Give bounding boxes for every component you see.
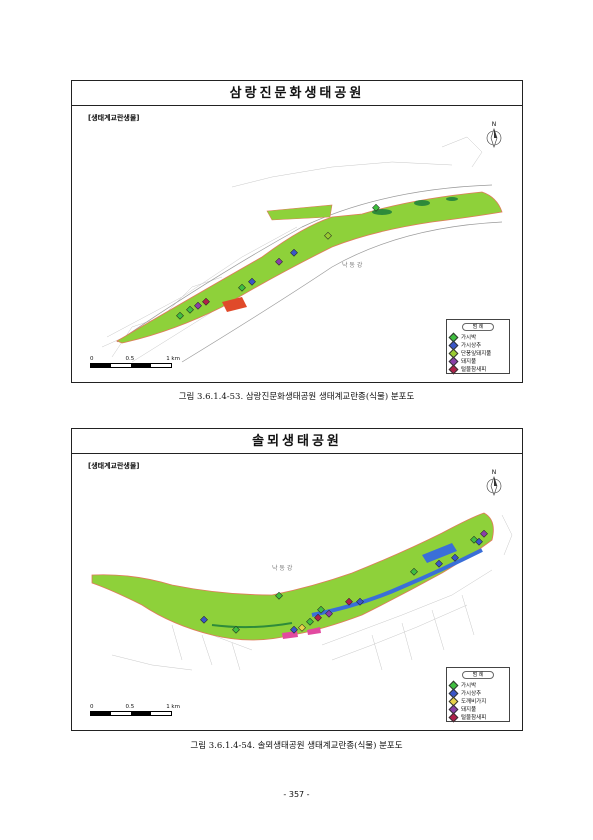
map-subtitle: [생태계교란생물] (88, 114, 140, 122)
map-legend: 범 례 가시박 가시상추 도깨비가지 돼지풀 털물참새피 (446, 667, 510, 722)
marker-area-pink (307, 627, 321, 635)
park-map: 낙 동 강 (101, 136, 503, 363)
species-markers (200, 529, 488, 634)
park-area (116, 191, 503, 344)
legend-item: 단풍잎돼지풀 (447, 348, 509, 358)
scale-label: 0 (90, 704, 94, 710)
water-body (422, 543, 457, 563)
river-bank-north (116, 184, 493, 343)
scale-bar: 0 0.5 1 km (90, 704, 180, 720)
park-area (91, 512, 494, 641)
legend-item: 가시박 (447, 680, 509, 690)
map-title: 솔뫼생태공원 (72, 431, 522, 454)
park-area-upper (266, 204, 333, 221)
legend-item: 가시박 (447, 332, 509, 342)
wetland-strip (211, 622, 293, 629)
map-figure-solmoe: 솔뫼생태공원 [생태계교란생물] 낙 동 강 (71, 428, 523, 731)
figure-caption: 그림 3.6.1.4-54. 솔뫼생태공원 생태계교란종(식물) 분포도 (190, 741, 403, 751)
scale-label: 1 km (166, 356, 180, 362)
marker-area-red (222, 297, 247, 312)
river-label: 낙 동 강 (272, 564, 293, 572)
legend-swatch (448, 364, 459, 374)
legend-item: 가시상추 (447, 340, 509, 350)
figure-caption: 그림 3.6.1.4-53. 삼랑진문화생태공원 생태계교란종(식물) 분포도 (178, 392, 415, 402)
river-label: 낙 동 강 (342, 261, 363, 269)
water-channel (311, 548, 483, 617)
compass-icon (486, 476, 502, 496)
north-label: N (491, 121, 497, 128)
urban-background (91, 514, 513, 671)
legend-item: 돼지풀 (447, 356, 509, 366)
scale-bar: 0 0.5 1 km (90, 356, 180, 372)
compass-icon (486, 128, 502, 148)
north-label: N (491, 469, 497, 476)
north-arrow: N (484, 469, 504, 499)
legend-item: 가시상추 (447, 688, 509, 698)
map-subtitle: [생태계교란생물] (88, 462, 140, 470)
legend-title: 범 례 (462, 323, 494, 331)
species-markers (176, 203, 380, 320)
river-bank-south (181, 221, 503, 363)
legend-item: 도깨비가지 (447, 696, 509, 706)
park-map: 낙 동 강 (91, 512, 513, 671)
map-title: 삼랑진문화생태공원 (72, 83, 522, 106)
legend-title: 범 례 (462, 671, 494, 679)
page-number: - 357 - (283, 790, 310, 799)
scale-label: 0.5 (125, 704, 135, 710)
map-figure-samnangjin: 삼랑진문화생태공원 [생태계교란생물] 낙 동 강 (71, 80, 523, 383)
scale-label: 0 (90, 356, 94, 362)
legend-swatch (448, 712, 459, 722)
north-arrow: N (484, 121, 504, 151)
legend-item: 돼지풀 (447, 704, 509, 714)
map-legend: 범 례 가시박 가시상추 단풍잎돼지풀 돼지풀 털물참새피 (446, 319, 510, 374)
scale-label: 0.5 (125, 356, 135, 362)
scale-label: 1 km (166, 704, 180, 710)
legend-item: 털물참새피 (447, 712, 509, 722)
legend-item: 털물참새피 (447, 364, 509, 374)
